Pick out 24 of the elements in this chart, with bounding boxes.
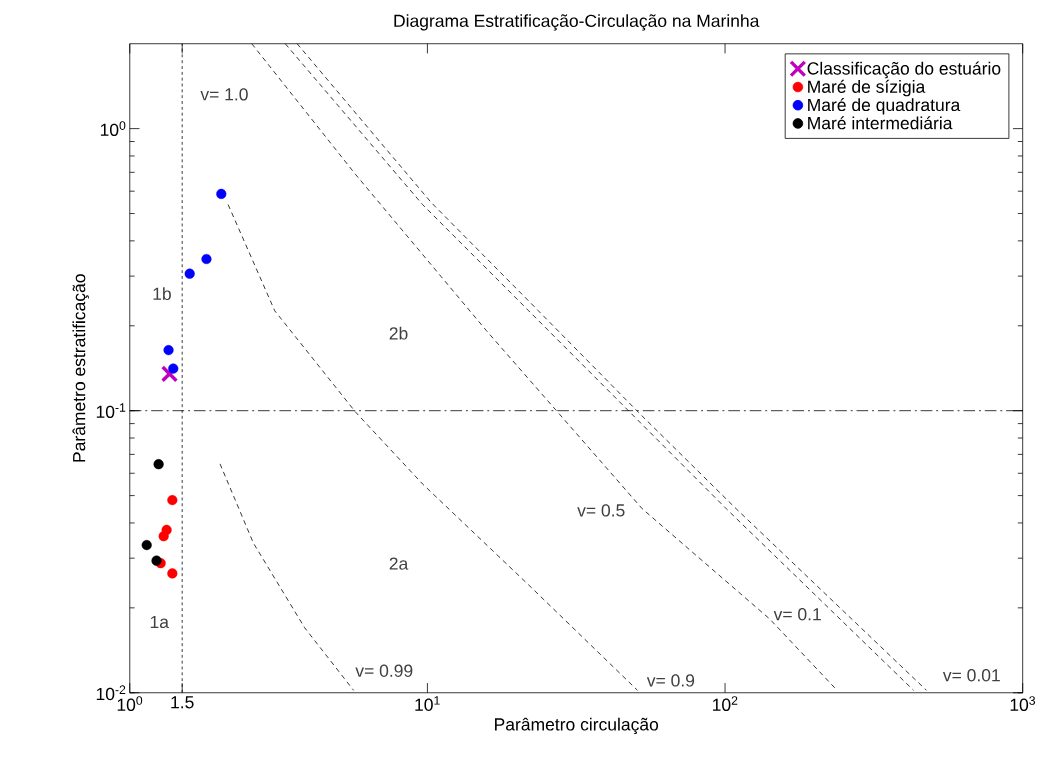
annotation: 2a [389,557,409,570]
x-axis-title: Parâmetro circulação [495,717,659,734]
legend-label: Maré de sízigia [808,79,926,97]
annotation: v= 1.0 [200,87,248,101]
x-tick-label: 10$^{2}$ [713,696,738,711]
legend-label: Maré intermediária [808,116,953,130]
annotation: v= 0.99 [355,664,413,677]
x-tick-label: 1.5 [171,696,194,709]
legend-label: Maré de quadratura [808,97,961,115]
y-tick-label: 10$^{-1}$ [96,403,126,418]
x-tick-label: 10$^{1}$ [415,696,440,711]
x-tick-label: 10$^{3}$ [1010,696,1036,711]
x-tick-label: 10$^{0}$ [117,696,143,711]
annotation: 1a [150,615,169,628]
annotation: v= 0.5 [577,504,625,517]
y-axis-title: Parâmetro estratificação [72,274,89,462]
annotation: 1b [153,287,171,300]
annotation: v= 0.1 [773,607,821,621]
y-tick-label: 10$^{0}$ [100,121,126,136]
chart-title: Diagrama Estratificação-Circulação na Marinha [394,14,760,31]
annotation: 2b [389,326,408,340]
annotation: v= 0.01 [942,668,1000,682]
annotation: v= 0.9 [646,674,695,687]
legend-label: Classificação do estuário [807,61,1001,79]
